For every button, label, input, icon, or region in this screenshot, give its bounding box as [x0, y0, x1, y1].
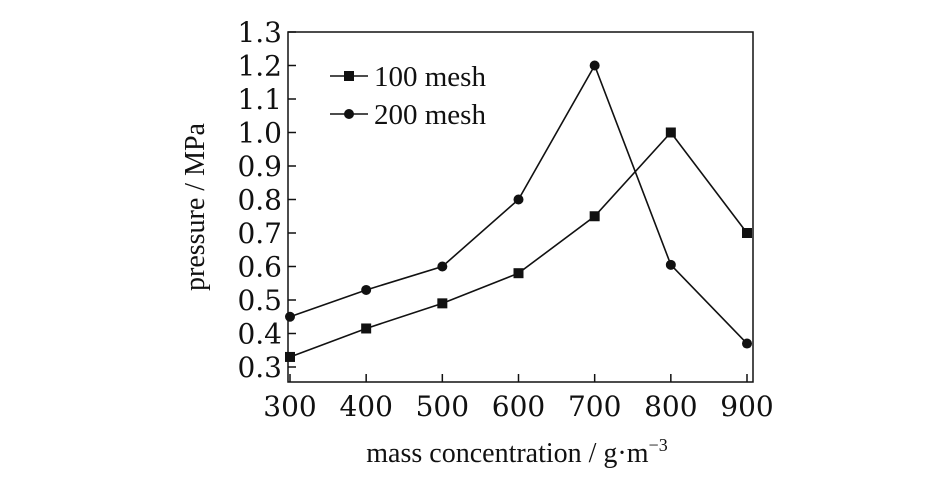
x-axis: 300 400 500 600 700 800 900: [263, 374, 774, 423]
series-100-mesh: [285, 127, 752, 362]
y-tick-label: 0.5: [237, 284, 282, 317]
data-point: [361, 284, 372, 295]
x-tick-label: 500: [416, 390, 469, 423]
legend-label: 100 mesh: [374, 61, 486, 93]
y-tick-label: 1.2: [237, 50, 282, 83]
data-point: [742, 228, 752, 238]
x-axis-title-superscript: −3: [649, 435, 668, 455]
y-axis: 0.30.40.50.60.70.80.91.01.11.21.3: [237, 16, 296, 384]
x-axis-title: mass concentration / g·m−3: [366, 435, 667, 469]
legend-item: 200 mesh: [330, 99, 486, 131]
series-layer: [285, 60, 752, 362]
x-tick-label: 400: [339, 390, 392, 423]
plot-frame: [287, 31, 754, 383]
y-tick-label: 0.9: [237, 150, 282, 183]
x-tick-label: 800: [644, 390, 697, 423]
x-tick-label: 700: [568, 390, 621, 423]
series-line: [289, 131, 748, 358]
data-point: [742, 338, 752, 349]
data-point: [285, 311, 295, 322]
data-point: [437, 298, 448, 309]
data-point: [513, 268, 524, 279]
y-tick-label: 0.3: [237, 351, 282, 384]
data-point: [665, 127, 676, 138]
data-point: [437, 261, 448, 272]
y-tick-label: 1.1: [237, 83, 282, 116]
legend-marker: [344, 109, 354, 119]
legend-label: 200 mesh: [374, 99, 486, 131]
y-tick-label: 0.6: [237, 251, 282, 284]
y-tick-label: 0.7: [237, 217, 282, 250]
data-point: [361, 323, 372, 334]
data-point: [285, 351, 295, 362]
y-tick-label: 0.8: [237, 184, 282, 217]
legend-item: 100 mesh: [330, 61, 486, 93]
x-axis-title-main: mass concentration / g·m: [366, 438, 648, 469]
data-point: [589, 211, 600, 222]
legend-marker: [344, 71, 354, 81]
y-tick-label: 1.3: [237, 16, 282, 49]
series-line: [289, 63, 748, 345]
y-tick-label: 1.0: [237, 117, 282, 150]
data-point: [513, 194, 524, 205]
x-tick-label: 900: [720, 390, 773, 423]
series-200-mesh: [285, 60, 752, 349]
y-tick-label: 0.4: [237, 318, 282, 351]
data-point: [665, 259, 676, 270]
y-axis-title: pressure / MPa: [180, 122, 211, 291]
x-tick-label: 600: [492, 390, 545, 423]
x-tick-label: 300: [263, 390, 316, 423]
legend: 100 mesh 200 mesh: [330, 61, 486, 131]
data-point: [589, 60, 600, 71]
